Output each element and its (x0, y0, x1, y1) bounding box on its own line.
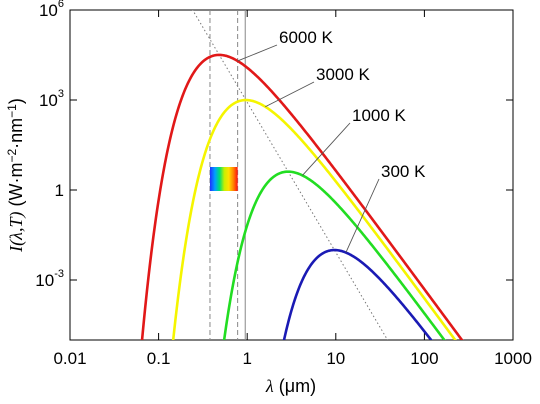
y-tick-label: 106 (39, 0, 64, 20)
visible-spectrum-swatch (209, 167, 238, 191)
x-ticks: 0.01 0.1 1 10 100 1000 (53, 10, 532, 368)
y-tick-base: 10 (39, 91, 58, 110)
y-tick-label: 103 (39, 88, 64, 110)
x-tick-label: 1 (242, 349, 251, 368)
y-tick-label: 10-3 (35, 268, 64, 290)
curve-1000-k (222, 170, 446, 340)
x-axis-label: λ (μm) (265, 376, 316, 396)
series-label-1000-k: 1000 K (352, 106, 407, 125)
curve-300-k (282, 248, 433, 340)
curve-3000-k (171, 98, 457, 340)
wien-layer (192, 10, 389, 340)
y-tick-base: 10 (39, 1, 58, 20)
series-leader-line (265, 81, 315, 108)
series-leader-line (345, 178, 380, 253)
x-tick-label: 0.1 (147, 349, 171, 368)
y-tick-exponent: -3 (54, 268, 64, 280)
curves-layer (140, 53, 464, 340)
y-tick-label: 1 (55, 181, 64, 200)
x-tick-label: 100 (410, 349, 438, 368)
series-label-3000-k: 3000 K (316, 65, 371, 84)
plot-frame (69, 9, 514, 341)
y-tick-base: 10 (35, 271, 54, 290)
series-labels: 6000 K 3000 K 1000 K 300 K (237, 28, 426, 253)
x-tick-label: 1000 (494, 349, 532, 368)
visible-band-layer (209, 10, 246, 340)
y-tick-base: 1 (55, 181, 64, 200)
x-tick-label: 10 (326, 349, 345, 368)
wien-peak-line (192, 10, 389, 340)
series-label-6000-k: 6000 K (279, 28, 334, 47)
y-tick-exponent: 3 (58, 88, 64, 100)
x-tick-label: 0.01 (53, 349, 86, 368)
series-label-300-k: 300 K (381, 162, 426, 181)
y-axis-label: I(λ,T) (W·m−2·nm−1) (5, 98, 27, 253)
series-leader-line (302, 122, 351, 176)
curve-6000-k (140, 53, 464, 340)
series-leader-line (237, 44, 278, 62)
y-tick-exponent: 6 (58, 0, 64, 10)
